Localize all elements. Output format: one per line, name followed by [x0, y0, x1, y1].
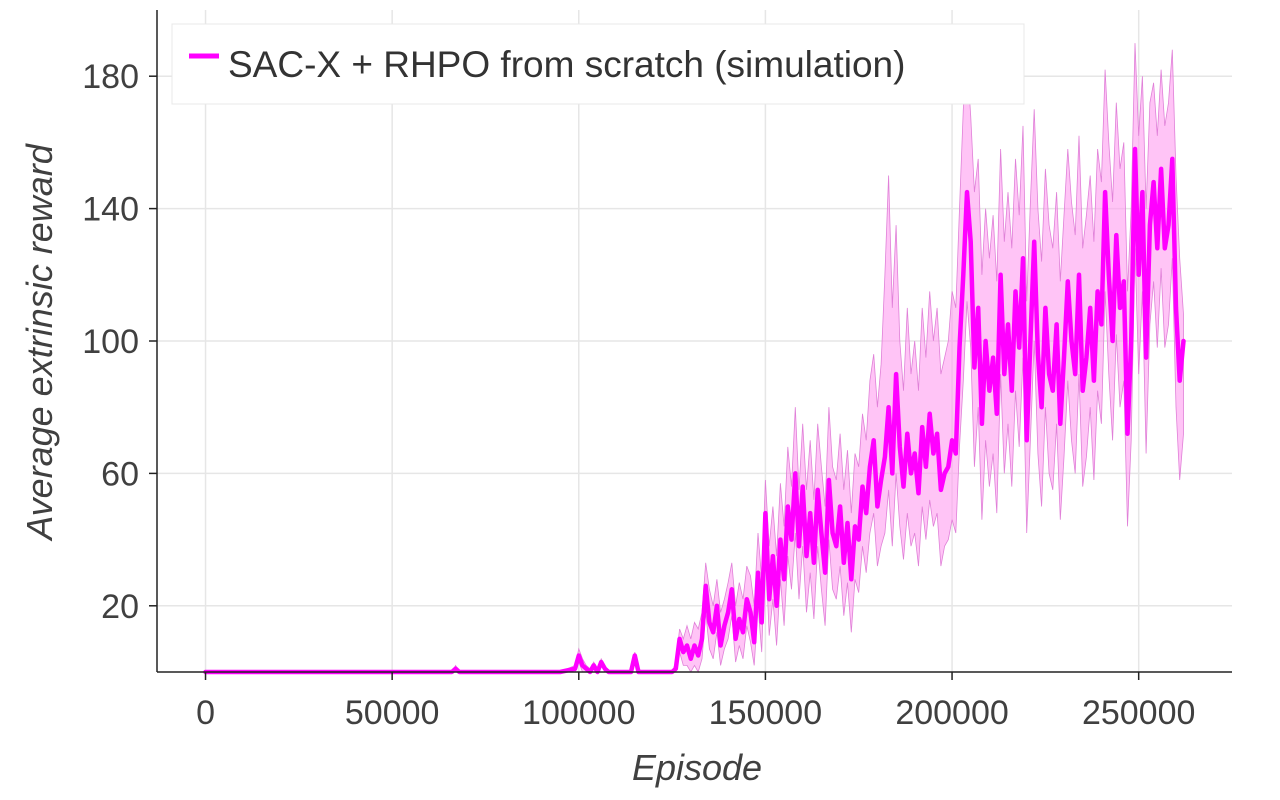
y-tick-label: 60 [101, 455, 139, 493]
x-tick-label: 250000 [1082, 694, 1195, 732]
legend-box [171, 23, 1025, 105]
x-tick-label: 200000 [895, 694, 1008, 732]
series-line [203, 146, 1186, 675]
x-tick-labels: 0 50000 100000 150000 200000 250000 [196, 694, 1195, 732]
series-confidence-band [205, 43, 1184, 674]
y-tick-label: 180 [82, 58, 139, 96]
legend[interactable]: SAC-X + RHPO from scratch (simulation) [171, 23, 1025, 105]
x-tick-label: 50000 [345, 694, 440, 732]
axes [149, 10, 1232, 680]
confidence-band-layer [205, 43, 1184, 674]
x-tick-label: 0 [196, 694, 215, 732]
y-tick-label: 140 [82, 191, 139, 229]
x-tick-label: 150000 [709, 694, 822, 732]
series-line-layer [203, 146, 1186, 675]
y-axis-title: Average extrinsic reward [19, 143, 60, 541]
x-tick-label: 100000 [522, 694, 635, 732]
y-tick-label: 100 [82, 323, 139, 361]
x-axis-title: Episode [632, 747, 762, 788]
y-tick-labels: 20 60 100 140 180 [82, 58, 139, 626]
y-tick-label: 20 [101, 588, 139, 626]
legend-label: SAC-X + RHPO from scratch (simulation) [228, 44, 905, 85]
